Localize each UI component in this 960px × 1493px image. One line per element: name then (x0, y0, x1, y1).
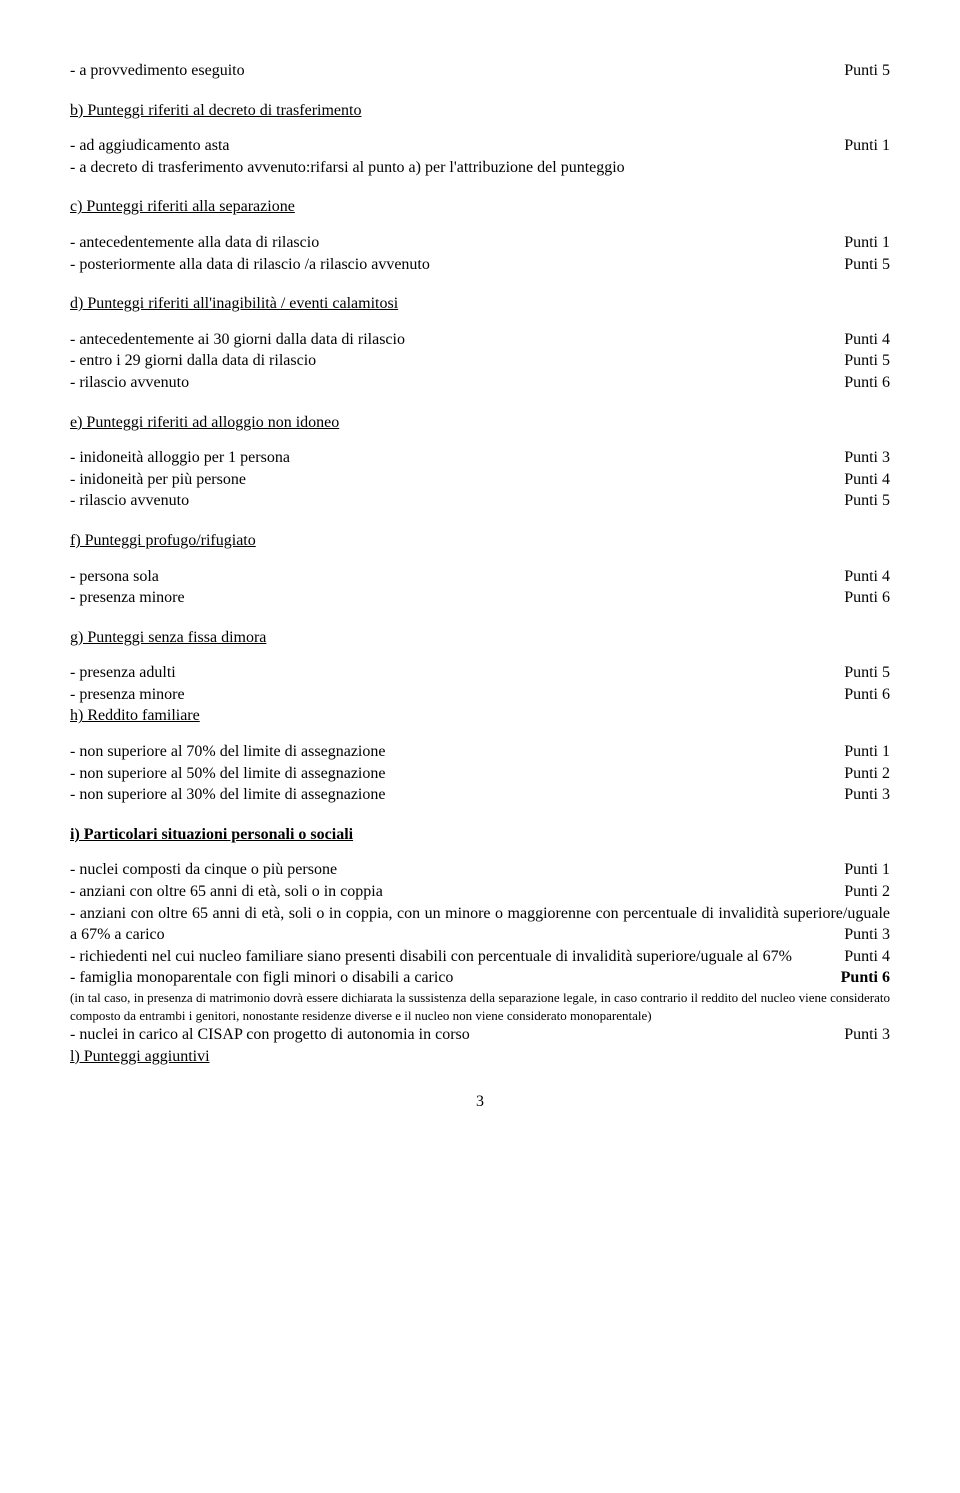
item-text: - inidoneità per più persone (70, 469, 844, 491)
item-text: - rilascio avvenuto (70, 490, 844, 512)
list-item: - non superiore al 70% del limite di ass… (70, 741, 890, 763)
item-points: Punti 4 (844, 469, 890, 491)
list-item: - presenza minore Punti 6 (70, 587, 890, 609)
list-item: - anziani con oltre 65 anni di età, soli… (70, 881, 890, 903)
item-text: - antecedentemente alla data di rilascio (70, 232, 844, 254)
section-f-items: - persona sola Punti 4 - presenza minore… (70, 566, 890, 609)
item-points: Punti 2 (844, 763, 890, 785)
item-points: Punti 3 (844, 447, 890, 469)
list-item-multiline: - richiedenti nel cui nucleo familiare s… (70, 946, 890, 968)
section-e-items: - inidoneità alloggio per 1 persona Punt… (70, 447, 890, 512)
item-text: - nuclei in carico al CISAP con progetto… (70, 1024, 844, 1046)
list-item: - nuclei in carico al CISAP con progetto… (70, 1024, 890, 1046)
list-item: - famiglia monoparentale con figli minor… (70, 967, 890, 989)
item-text: - non superiore al 50% del limite di ass… (70, 763, 844, 785)
list-item: - non superiore al 30% del limite di ass… (70, 784, 890, 806)
list-item: - inidoneità per più persone Punti 4 (70, 469, 890, 491)
note-text: (in tal caso, in presenza di matrimonio … (70, 989, 890, 1024)
item-points: Punti 3 (844, 924, 890, 946)
page-number: 3 (70, 1091, 890, 1113)
item-points: Punti 5 (844, 60, 890, 82)
item-text: - famiglia monoparentale con figli minor… (70, 967, 841, 989)
section-i-items: - nuclei composti da cinque o più person… (70, 859, 890, 1045)
item-a-provvedimento: - a provvedimento eseguito Punti 5 (70, 60, 890, 82)
item-text: - nuclei composti da cinque o più person… (70, 859, 844, 881)
item-text: - ad aggiudicamento asta (70, 135, 844, 157)
section-e-title: e) Punteggi riferiti ad alloggio non ido… (70, 412, 890, 434)
item-text: - presenza minore (70, 587, 844, 609)
item-points: Punti 4 (844, 946, 890, 968)
list-item: - non superiore al 50% del limite di ass… (70, 763, 890, 785)
section-g-items: - presenza adulti Punti 5 - presenza min… (70, 662, 890, 705)
item-points: Punti 5 (844, 490, 890, 512)
item-points: Punti 1 (844, 135, 890, 157)
item-text: - presenza minore (70, 684, 844, 706)
section-h-title: h) Reddito familiare (70, 705, 890, 727)
list-item: - posteriormente alla data di rilascio /… (70, 254, 890, 276)
item-text: - a decreto di trasferimento avvenuto:ri… (70, 157, 890, 179)
list-item: - presenza adulti Punti 5 (70, 662, 890, 684)
item-points: Punti 6 (841, 967, 890, 989)
item-text: - rilascio avvenuto (70, 372, 844, 394)
section-c-items: - antecedentemente alla data di rilascio… (70, 232, 890, 275)
item-points: Punti 3 (844, 784, 890, 806)
item-text: - inidoneità alloggio per 1 persona (70, 447, 844, 469)
section-l-title: l) Punteggi aggiuntivi (70, 1046, 890, 1068)
item-points: Punti 1 (844, 232, 890, 254)
list-item: - a decreto di trasferimento avvenuto:ri… (70, 157, 890, 179)
section-g-title: g) Punteggi senza fissa dimora (70, 627, 890, 649)
list-item-multiline: - anziani con oltre 65 anni di età, soli… (70, 903, 890, 946)
item-points: Punti 1 (844, 859, 890, 881)
item-text: - anziani con oltre 65 anni di età, soli… (70, 881, 844, 903)
item-points: Punti 4 (844, 566, 890, 588)
list-item: - inidoneità alloggio per 1 persona Punt… (70, 447, 890, 469)
list-item: - nuclei composti da cinque o più person… (70, 859, 890, 881)
item-points: Punti 6 (844, 684, 890, 706)
section-b-title: b) Punteggi riferiti al decreto di trasf… (70, 100, 890, 122)
section-i-title: i) Particolari situazioni personali o so… (70, 824, 890, 846)
list-item: - rilascio avvenuto Punti 5 (70, 490, 890, 512)
list-item: - presenza minore Punti 6 (70, 684, 890, 706)
section-d-items: - antecedentemente ai 30 giorni dalla da… (70, 329, 890, 394)
list-item: - antecedentemente alla data di rilascio… (70, 232, 890, 254)
section-d-title: d) Punteggi riferiti all'inagibilità / e… (70, 293, 890, 315)
item-points: Punti 5 (844, 662, 890, 684)
item-points: Punti 5 (844, 254, 890, 276)
list-item: - antecedentemente ai 30 giorni dalla da… (70, 329, 890, 351)
item-text: - richiedenti nel cui nucleo familiare s… (70, 948, 792, 965)
item-points: Punti 3 (844, 1024, 890, 1046)
item-text: - entro i 29 giorni dalla data di rilasc… (70, 350, 844, 372)
section-b-items: - ad aggiudicamento asta Punti 1 - a dec… (70, 135, 890, 178)
section-h-items: - non superiore al 70% del limite di ass… (70, 741, 890, 806)
item-text: - anziani con oltre 65 anni di età, soli… (70, 905, 890, 944)
item-text: - antecedentemente ai 30 giorni dalla da… (70, 329, 844, 351)
item-text: - posteriormente alla data di rilascio /… (70, 254, 844, 276)
item-text: - non superiore al 30% del limite di ass… (70, 784, 844, 806)
item-points: Punti 6 (844, 587, 890, 609)
section-f-title: f) Punteggi profugo/rifugiato (70, 530, 890, 552)
item-text: - presenza adulti (70, 662, 844, 684)
item-points: Punti 5 (844, 350, 890, 372)
list-item: - persona sola Punti 4 (70, 566, 890, 588)
item-points: Punti 6 (844, 372, 890, 394)
list-item: - rilascio avvenuto Punti 6 (70, 372, 890, 394)
item-text: - a provvedimento eseguito (70, 60, 844, 82)
item-points: Punti 4 (844, 329, 890, 351)
list-item: - entro i 29 giorni dalla data di rilasc… (70, 350, 890, 372)
item-points: Punti 2 (844, 881, 890, 903)
item-text: - non superiore al 70% del limite di ass… (70, 741, 844, 763)
list-item: - ad aggiudicamento asta Punti 1 (70, 135, 890, 157)
section-c-title: c) Punteggi riferiti alla separazione (70, 196, 890, 218)
item-points: Punti 1 (844, 741, 890, 763)
item-text: - persona sola (70, 566, 844, 588)
